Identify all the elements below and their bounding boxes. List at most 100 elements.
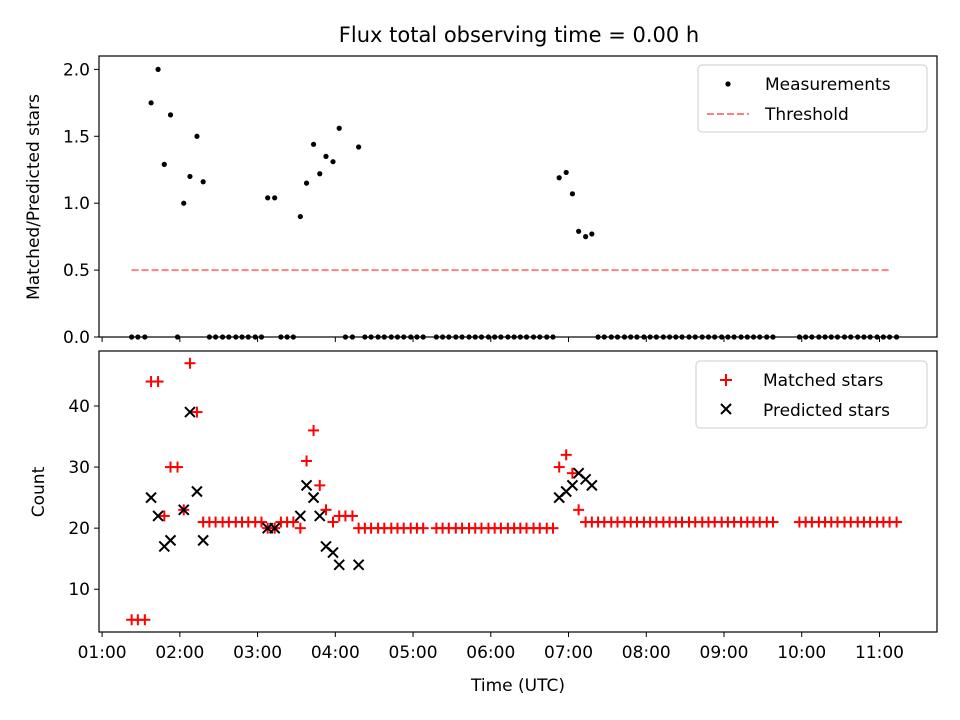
measurements-point [556, 175, 562, 181]
matched-stars-point [346, 510, 358, 522]
figure-title: Flux total observing time = 0.00 h [339, 23, 699, 47]
bottom-y-axis-ticks: 10 20 30 40 [68, 397, 99, 600]
matched-stars-point [566, 467, 578, 479]
measurements-point [148, 100, 154, 106]
legend-measurements-label: Measurements [765, 75, 891, 95]
bottom-axes-frame [98, 350, 938, 633]
bottom-plot-marks [126, 357, 903, 626]
predicted-stars-point [145, 491, 157, 504]
top-x-axis-ticks [101, 337, 880, 342]
matched-stars-point [320, 504, 332, 516]
x-tick-label: 02:00 [155, 643, 204, 663]
x-tick-label: 07:00 [544, 643, 593, 663]
x-tick-label: 09:00 [700, 643, 749, 663]
measurements-point [576, 228, 582, 234]
legend-predicted-label: Predicted stars [763, 401, 890, 421]
predicted-stars-point [566, 479, 579, 492]
predicted-stars-point [178, 504, 190, 516]
matched-stars-point [287, 516, 299, 528]
matched-stars-point [152, 376, 164, 388]
top-y-axis-ticks: 0.0 0.5 1.0 1.5 2.0 [63, 60, 99, 348]
matched-stars-point [573, 504, 585, 516]
x-tick-label: 10:00 [777, 643, 826, 663]
measurements-point [297, 213, 303, 220]
matched-stars-point [547, 522, 559, 534]
x-tick-label: 11:00 [855, 643, 904, 663]
measurements-point [161, 161, 167, 167]
x-tick-label: 01:00 [78, 643, 127, 663]
measurements-point [200, 179, 206, 185]
measurements-point [336, 125, 342, 131]
top-axes-frame [98, 55, 938, 338]
top-legend: Measurements Threshold [697, 64, 928, 133]
predicted-stars-point [197, 534, 209, 547]
x-tick-label: 05:00 [389, 643, 438, 663]
legend-threshold-label: Threshold [764, 105, 849, 125]
measurements-point [330, 159, 336, 165]
predicted-stars-point [333, 559, 345, 571]
matched-stars-point [139, 614, 151, 626]
legend-measurements-marker [725, 81, 731, 87]
measurements-point [589, 231, 595, 237]
predicted-stars-point [191, 485, 203, 498]
top-legend-box [697, 64, 928, 133]
matched-stars-point [417, 522, 429, 534]
matched-stars-point [314, 479, 326, 491]
bottom-legend-box [695, 360, 928, 429]
measurements-point [563, 169, 569, 176]
measurements-point [265, 195, 271, 201]
matched-stars-point [158, 510, 170, 522]
y-tick-label: 0.0 [63, 328, 90, 348]
x-tick-label: 08:00 [622, 643, 671, 663]
matched-stars-point [891, 516, 903, 528]
measurements-point [317, 171, 323, 177]
predicted-stars-point [300, 479, 313, 492]
predicted-stars-point [164, 534, 177, 547]
matched-stars-point [255, 516, 267, 528]
legend-predicted-marker [720, 403, 732, 415]
matched-stars-point [767, 516, 779, 528]
measurements-point [310, 141, 317, 147]
x-tick-label: 03:00 [233, 643, 282, 663]
x-tick-label: 04:00 [311, 643, 360, 663]
matched-stars-point [301, 455, 313, 467]
matched-stars-point [184, 357, 196, 369]
y-tick-label: 0.5 [63, 261, 90, 281]
measurements-point [303, 180, 310, 186]
predicted-stars-point [294, 510, 307, 522]
measurements-point [583, 234, 589, 240]
matched-stars-point [172, 461, 184, 473]
predicted-stars-point [268, 522, 281, 534]
bottom-legend: Matched stars Predicted stars [695, 360, 928, 429]
measurements-point [356, 144, 362, 150]
measurements-point [155, 66, 161, 72]
y-tick-label: 2.0 [63, 60, 90, 80]
predicted-stars-point [314, 510, 326, 522]
bottom-x-axis-ticks: 01:00 02:00 03:00 04:00 05:00 06:00 07:00 08:00… [78, 632, 904, 663]
predicted-stars-point [152, 510, 164, 522]
y-tick-label: 30 [68, 458, 90, 478]
x-tick-label: 06:00 [466, 643, 515, 663]
matched-stars-point [191, 406, 203, 418]
measurements-point [272, 195, 278, 201]
matched-stars-point [294, 522, 306, 534]
measurements-point [194, 133, 200, 139]
matched-stars-point [308, 424, 320, 436]
y-tick-label: 1.5 [63, 127, 90, 147]
predicted-stars-point [352, 559, 365, 571]
top-y-axis-label: Matched/Predicted stars [24, 94, 44, 300]
y-tick-label: 40 [68, 397, 90, 417]
matched-stars-point [560, 449, 572, 461]
predicted-stars-point [327, 546, 339, 559]
x-axis-label: Time (UTC) [470, 676, 565, 696]
predicted-stars-point [586, 479, 598, 492]
y-tick-label: 20 [68, 519, 90, 539]
predicted-stars-point [307, 491, 320, 504]
legend-matched-label: Matched stars [763, 371, 883, 391]
measurements-point [569, 191, 576, 197]
measurements-point [323, 153, 329, 159]
measurements-point [187, 173, 193, 180]
measurements-point [181, 200, 187, 206]
